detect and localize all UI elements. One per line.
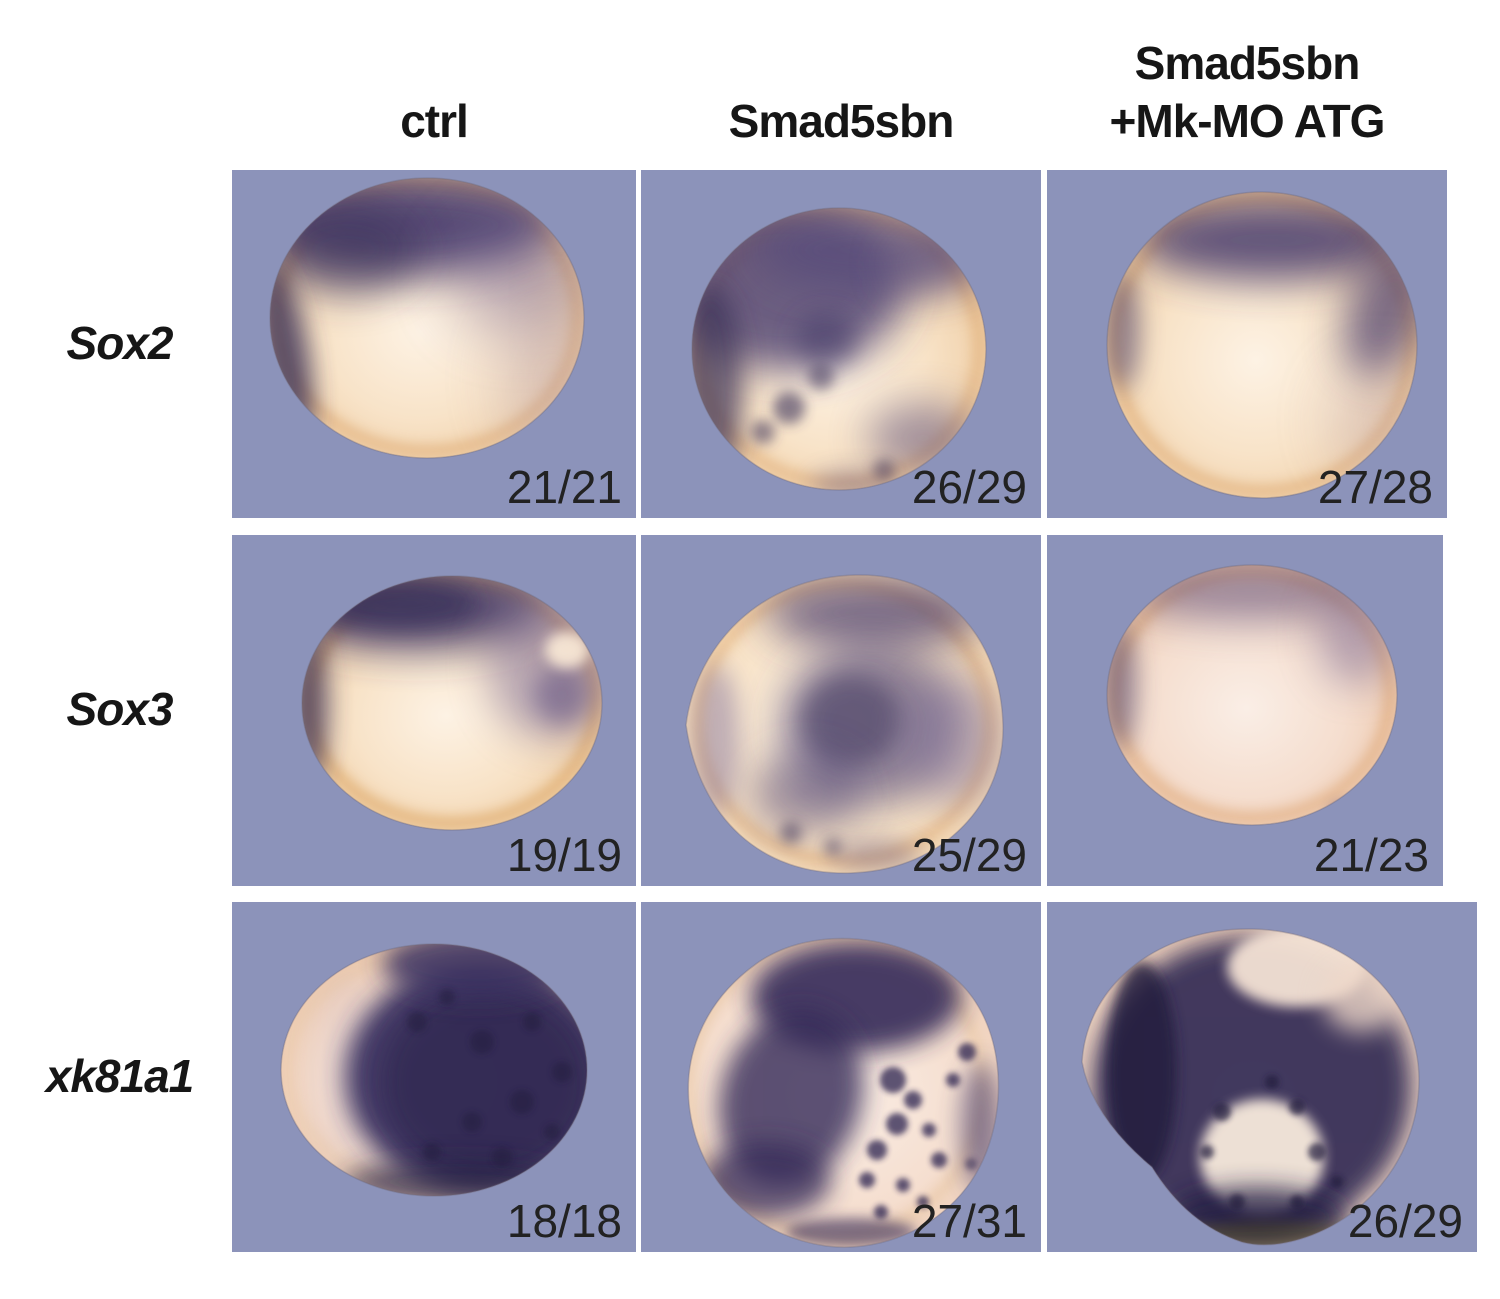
embryo-photo-sox3-smad5sbn-mkmo (1106, 564, 1398, 826)
embryo-photo-xk81a1-smad5sbn-mkmo (1081, 928, 1420, 1246)
panel-xk81a1-ctrl: 18/18 (232, 902, 636, 1252)
embryo-photo-sox2-ctrl (269, 177, 585, 459)
count-label-sox2-smad5sbn: 26/29 (911, 461, 1027, 513)
count-label-sox2-smad5sbn-mkmo: 27/28 (1317, 461, 1433, 513)
column-header-smad5sbn-mkmo: Smad5sbn +Mk-MO ATG (1037, 34, 1457, 150)
row-label-xk81a1: xk81a1 (45, 1050, 195, 1102)
panel-sox3-smad5sbn-mkmo: 21/23 (1047, 535, 1443, 886)
row-label-sox3: Sox3 (66, 683, 174, 735)
embryo-photo-sox2-smad5sbn-mkmo (1106, 191, 1418, 499)
column-header-smad5sbn: Smad5sbn (728, 95, 955, 147)
count-label-xk81a1-smad5sbn-mkmo: 26/29 (1347, 1195, 1463, 1247)
row-label-sox2: Sox2 (66, 317, 174, 369)
panel-xk81a1-smad5sbn-mkmo: 26/29 (1047, 902, 1477, 1252)
embryo-photo-sox2-smad5sbn (691, 207, 987, 491)
count-label-sox2-ctrl: 21/21 (506, 461, 622, 513)
count-label-sox3-smad5sbn: 25/29 (911, 829, 1027, 881)
column-header-line2: +Mk-MO ATG (1109, 95, 1386, 147)
embryo-photo-xk81a1-smad5sbn (687, 937, 1000, 1248)
count-label-xk81a1-ctrl: 18/18 (506, 1195, 622, 1247)
column-header-ctrl: ctrl (400, 95, 469, 147)
column-header-line1: Smad5sbn (1134, 37, 1361, 89)
panel-sox3-ctrl: 19/19 (232, 535, 636, 886)
panel-sox2-smad5sbn-mkmo: 27/28 (1047, 170, 1447, 518)
count-label-sox3-smad5sbn-mkmo: 21/23 (1313, 829, 1429, 881)
embryo-photo-xk81a1-ctrl (280, 943, 588, 1197)
embryo-photo-sox3-smad5sbn (685, 574, 1004, 874)
panel-sox2-ctrl: 21/21 (232, 170, 636, 518)
panel-sox2-smad5sbn: 26/29 (641, 170, 1041, 518)
panel-sox3-smad5sbn: 25/29 (641, 535, 1041, 886)
count-label-xk81a1-smad5sbn: 27/31 (911, 1195, 1027, 1247)
panel-xk81a1-smad5sbn: 27/31 (641, 902, 1041, 1252)
count-label-sox3-ctrl: 19/19 (506, 829, 622, 881)
embryo-photo-sox3-ctrl (301, 575, 603, 831)
